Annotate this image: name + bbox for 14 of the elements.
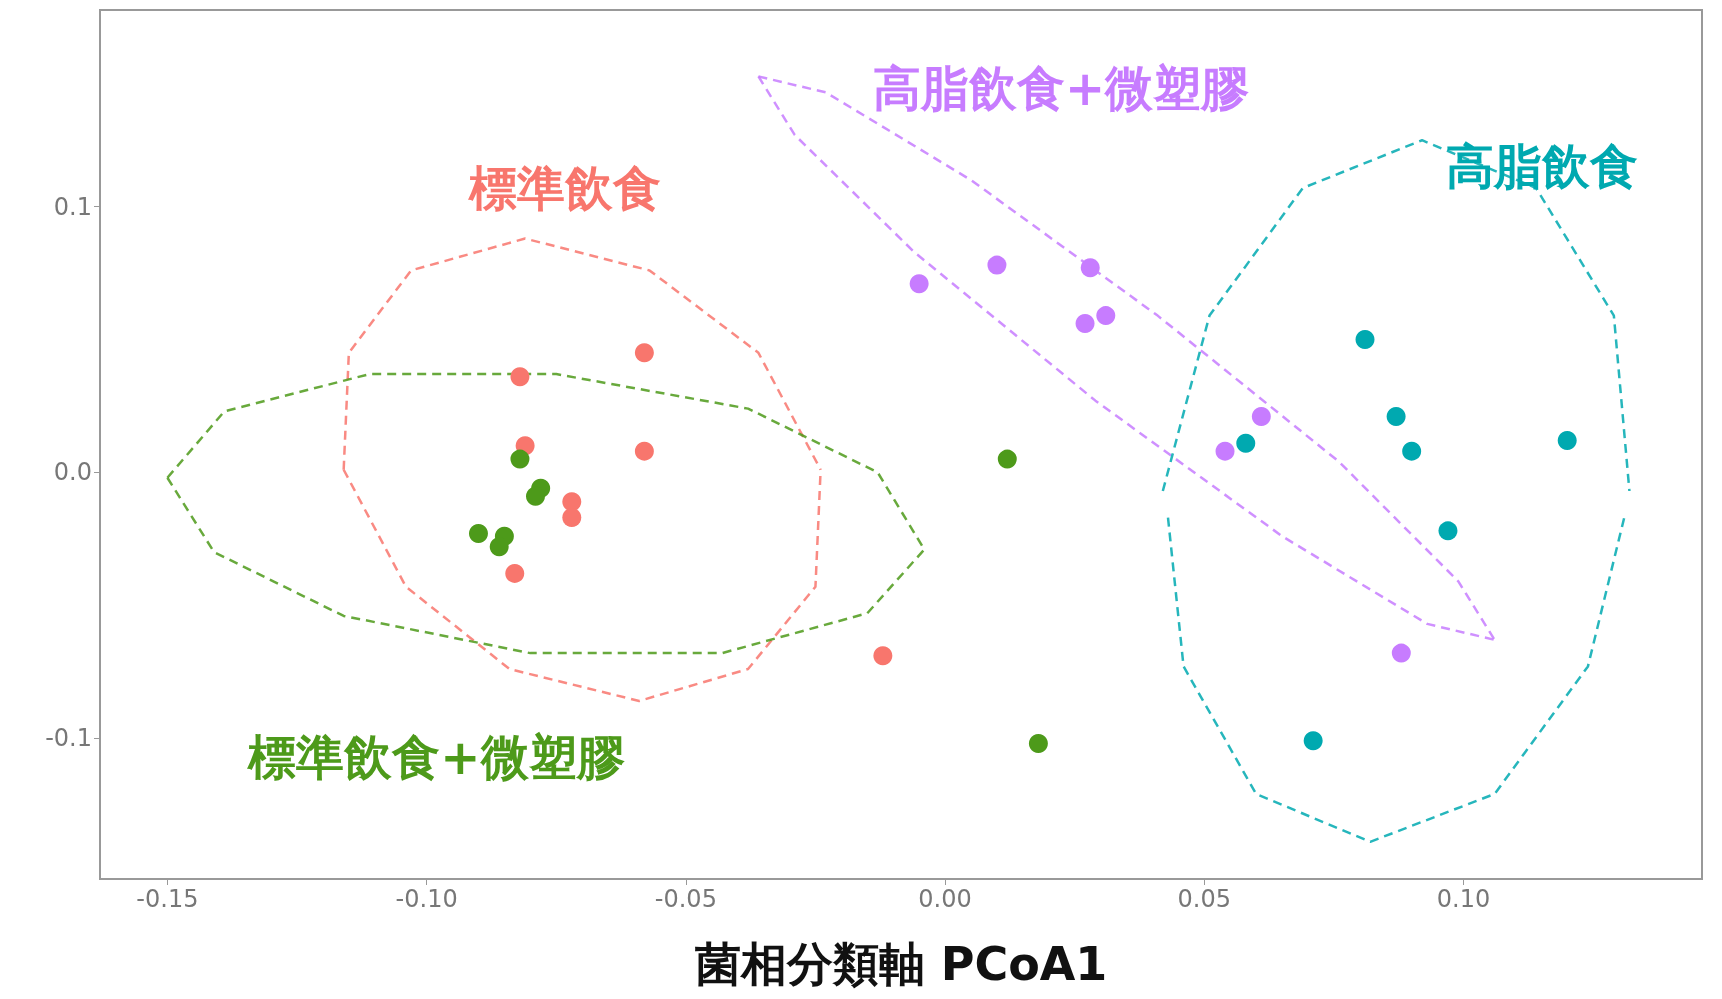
y-tick-label: -0.1 xyxy=(45,724,92,753)
text: 標準飲食 xyxy=(466,160,661,217)
x-tick-label: 0.10 xyxy=(1436,885,1491,913)
x-tick-label: -0.10 xyxy=(395,885,458,913)
text: 高脂飲食+微塑膠 xyxy=(873,60,1250,117)
x-tick-label: -0.15 xyxy=(136,885,199,913)
y-tick-label: 0.0 xyxy=(53,458,92,487)
x-tick-label: -0.05 xyxy=(654,885,717,913)
y-tick-label: 0.1 xyxy=(53,192,92,221)
text: 標準飲食+微塑膠 xyxy=(246,729,625,786)
x-axis-title: 菌相分類軸 PCoA1 xyxy=(694,937,1108,991)
text: 高脂飲食 xyxy=(1445,138,1638,195)
x-tick-label: 0.05 xyxy=(1177,885,1232,913)
x-tick-label: 0.00 xyxy=(918,885,972,913)
